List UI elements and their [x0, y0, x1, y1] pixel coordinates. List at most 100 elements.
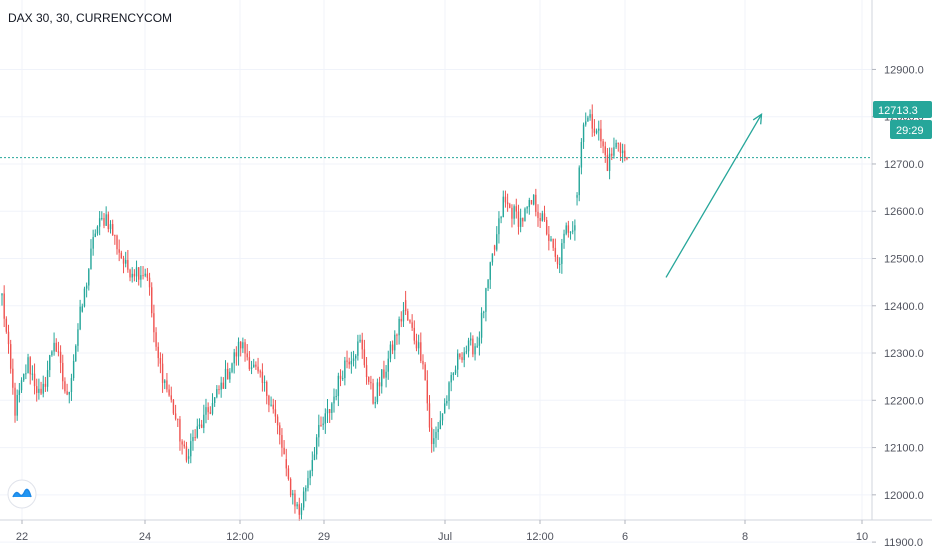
candle-body	[166, 380, 168, 390]
candle-body	[222, 382, 225, 389]
candle-body	[209, 412, 212, 414]
candle-body	[511, 207, 513, 219]
candle-body	[57, 351, 60, 353]
candle-body	[567, 225, 570, 233]
time-axis[interactable]: 22 24 12:00 29 Jul 12:00 6 8 10	[16, 520, 868, 543]
candle-body	[14, 387, 16, 416]
candle-body	[40, 388, 42, 394]
candle-body	[615, 142, 617, 148]
tradingview-logo-icon[interactable]	[7, 479, 37, 509]
candle-body	[346, 360, 348, 362]
candle-body	[283, 447, 285, 455]
candle-body	[281, 435, 283, 448]
candle-body	[3, 293, 5, 319]
symbol-title[interactable]: DAX 30, 30, CURRENCYCOM	[8, 11, 172, 25]
candle-body	[532, 194, 535, 205]
candle-body	[168, 389, 170, 396]
candle-body	[496, 234, 498, 250]
candle-body	[109, 224, 112, 230]
candle-body	[344, 360, 346, 379]
candle-body	[415, 340, 418, 349]
candle-body	[335, 396, 337, 398]
candle-body	[213, 397, 216, 404]
candle-body	[179, 419, 181, 442]
candle-body	[42, 383, 44, 394]
price-badge-label: 12713.3	[878, 105, 918, 117]
candle-body	[572, 230, 574, 232]
candle-body	[235, 352, 238, 357]
candle-body	[611, 153, 613, 156]
candle-body	[142, 275, 144, 277]
candle-body	[441, 413, 444, 421]
candle-body	[467, 340, 470, 352]
candle-body	[224, 368, 227, 389]
candle-body	[368, 376, 370, 382]
candle-body	[450, 375, 452, 383]
candle-body	[29, 357, 31, 375]
candle-body	[604, 146, 606, 156]
candle-body	[472, 338, 474, 355]
candle-body	[578, 167, 580, 196]
candle-body	[461, 357, 463, 361]
candle-body	[370, 381, 372, 384]
candle-body	[593, 128, 596, 133]
y-tick-label: 11900.0	[884, 537, 923, 549]
candle-body	[270, 404, 272, 406]
candle-body	[250, 367, 253, 369]
candle-body	[537, 211, 539, 219]
candle-body	[339, 375, 342, 379]
candle-body	[489, 262, 491, 280]
candle-body	[114, 235, 116, 237]
candle-body	[391, 344, 394, 351]
candle-body	[363, 349, 366, 366]
candle-body	[187, 456, 190, 459]
candle-body	[378, 382, 381, 387]
candle-body	[617, 142, 619, 144]
candle-body	[263, 382, 266, 384]
candle-body	[161, 363, 164, 383]
candle-body	[274, 409, 277, 417]
candle-body	[352, 358, 355, 362]
candle-body	[502, 196, 504, 218]
price-badge: 12713.3	[873, 101, 932, 118]
candle-body	[613, 147, 615, 156]
candle-body	[298, 504, 300, 515]
candle-body	[196, 426, 198, 438]
candle-body	[582, 124, 585, 143]
candle-body	[457, 353, 459, 370]
candle-body	[600, 128, 602, 142]
candle-body	[20, 380, 23, 391]
candle-body	[70, 378, 73, 393]
candle-body	[548, 234, 550, 241]
candle-body	[129, 269, 131, 278]
candle-body	[59, 351, 62, 363]
candle-body	[359, 339, 361, 342]
candle-body	[574, 225, 576, 231]
candle-body	[94, 233, 97, 238]
candle-body	[598, 128, 600, 131]
candle-body	[530, 199, 533, 205]
candle-body	[394, 334, 396, 351]
trend-arrow[interactable]	[665, 114, 763, 278]
candle-body	[333, 396, 335, 404]
candle-body	[407, 311, 409, 321]
candle-body	[476, 345, 478, 347]
candle-body	[563, 233, 565, 244]
x-tick-label: 24	[139, 531, 151, 543]
y-tick-label: 12900.0	[884, 64, 924, 76]
candle-body	[315, 437, 318, 455]
candle-body	[320, 424, 322, 426]
candle-body	[498, 218, 500, 235]
candle-body	[118, 249, 120, 253]
candle-body	[539, 218, 541, 221]
candle-body	[7, 331, 10, 345]
candle-body	[5, 318, 8, 332]
grid	[0, 0, 872, 543]
candle-body	[200, 424, 203, 428]
x-tick-label: 8	[742, 531, 748, 543]
candle-body	[246, 353, 248, 358]
candle-body	[606, 155, 609, 171]
candle-body	[305, 487, 307, 492]
